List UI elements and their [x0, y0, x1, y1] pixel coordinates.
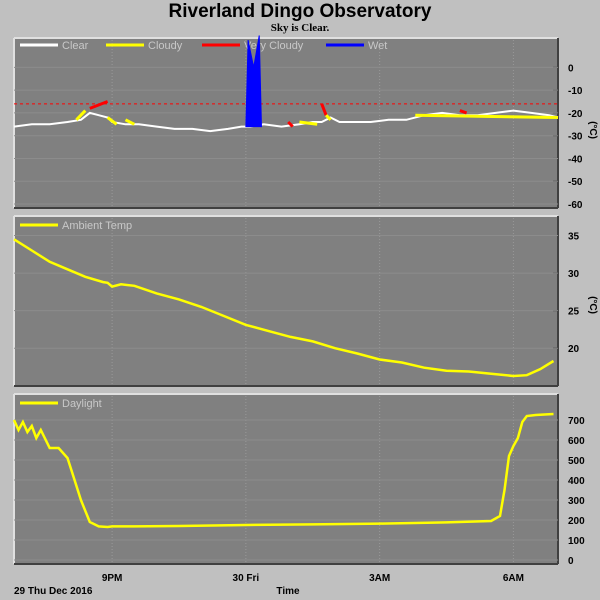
x-tick-label: 30 Fri — [233, 573, 260, 584]
x-date-label: 29 Thu Dec 2016 — [14, 586, 93, 597]
y-tick-label: -10 — [568, 86, 583, 97]
y-tick-label: 30 — [568, 269, 580, 280]
page-title: Riverland Dingo Observatory — [168, 1, 432, 22]
y-tick-label: 100 — [568, 536, 585, 547]
legend-label-ambient: Ambient Temp — [62, 220, 132, 232]
series-sky-very_cloudy-5 — [320, 103, 328, 116]
series-sky-cloudy-2 — [106, 116, 118, 126]
x-tick-label: 9PM — [102, 573, 123, 584]
y-tick-label: 300 — [568, 496, 585, 507]
y-tick-label: 0 — [568, 63, 574, 74]
series-sky-cloudy-0 — [75, 109, 87, 121]
y-unit-label: (°C) — [587, 296, 598, 314]
y-tick-label: 200 — [568, 516, 585, 527]
series-daylight — [12, 412, 554, 529]
series-sky-cloudy-3 — [124, 118, 136, 126]
series-sky-very_cloudy-9 — [459, 109, 468, 115]
sky-status: Sky is Clear. — [270, 22, 330, 34]
y-tick-label: 35 — [568, 232, 580, 243]
y-tick-label: 25 — [568, 307, 580, 318]
series-sky-wet — [245, 35, 262, 128]
series-sky-very_cloudy-7 — [287, 120, 294, 128]
panel-sky-bg — [14, 38, 558, 208]
y-tick-label: -20 — [568, 109, 583, 120]
series-sky-cloudy-6 — [325, 114, 332, 121]
y-tick-label: 20 — [568, 344, 580, 355]
legend-label-3: Wet — [368, 40, 387, 52]
panel-ambient-bg — [14, 216, 558, 386]
y-tick-label: 600 — [568, 436, 585, 447]
y-tick-label: -50 — [568, 177, 583, 188]
series-sky-very_cloudy-1 — [89, 100, 109, 110]
y-tick-label: -40 — [568, 154, 583, 165]
series-ambient — [13, 238, 555, 378]
x-axis-title: Time — [276, 586, 300, 597]
x-tick-label: 3AM — [369, 573, 390, 584]
y-tick-label: 400 — [568, 476, 585, 487]
y-tick-label: -60 — [568, 200, 583, 211]
y-tick-label: 700 — [568, 416, 585, 427]
series-sky-cloudy-4 — [299, 120, 318, 126]
series-sky-cloudy-8 — [415, 113, 559, 119]
x-tick-label: 6AM — [503, 573, 524, 584]
legend-label-0: Clear — [62, 40, 89, 52]
y-tick-label: 0 — [568, 556, 574, 567]
legend-label-2: Very Cloudy — [244, 40, 304, 52]
panel-daylight-bg — [14, 394, 558, 564]
legend-label-1: Cloudy — [148, 40, 183, 52]
y-tick-label: -30 — [568, 132, 583, 143]
legend-label-daylight: Daylight — [62, 398, 102, 410]
y-unit-label: (°C) — [587, 121, 598, 139]
y-tick-label: 500 — [568, 456, 585, 467]
